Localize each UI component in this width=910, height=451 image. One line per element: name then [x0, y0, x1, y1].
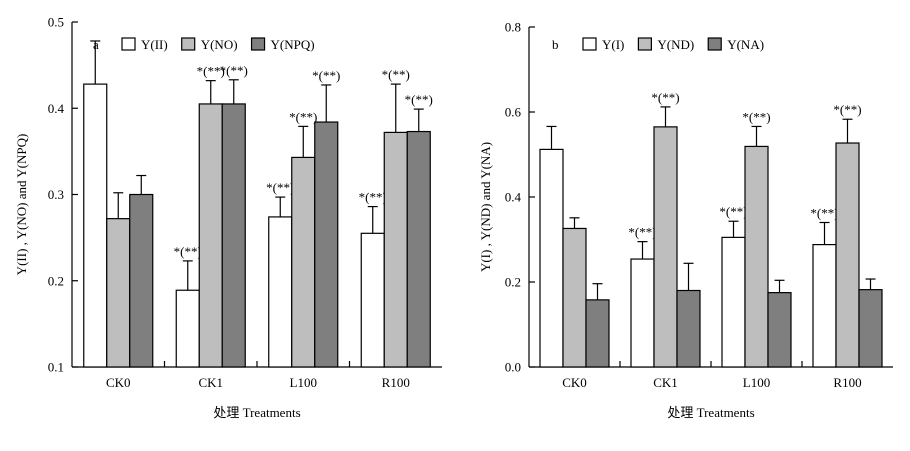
significance-label: *(**): [197, 64, 225, 79]
significance-label: *(**): [289, 109, 317, 124]
significance-label: *(**): [312, 68, 340, 83]
significance-label: *(**): [719, 204, 747, 219]
legend-label: Y(II): [141, 37, 168, 52]
legend-label: Y(ND): [657, 37, 694, 52]
legend-label: Y(NA): [727, 37, 764, 52]
x-tick-label: R100: [833, 375, 861, 390]
bar: [291, 156, 316, 368]
x-axis-title: 处理 Treatments: [667, 405, 754, 420]
legend: Y(II) Y(NO) Y(NPQ): [121, 37, 315, 52]
panel-b-chart: 0.0 0.2 0.4 0.6 0.8 CK0 CK1 L100 R100 *(**) *(**) *…: [478, 20, 893, 420]
y-tick-label: 0.3: [48, 187, 64, 202]
significance-label: *(**): [833, 102, 861, 117]
y-axis-title: Y(I) , Y(ND) and Y(NA): [478, 142, 493, 272]
y-tick-label: 0.2: [48, 273, 64, 288]
x-tick-label: CK1: [198, 375, 223, 390]
x-tick-label: CK1: [653, 375, 678, 390]
y-tick-label: 0.4: [48, 101, 65, 116]
significance-label: *(**): [405, 92, 433, 107]
significance-label: *(**): [628, 225, 656, 240]
bar: [360, 232, 385, 368]
bar: [744, 145, 769, 368]
y-tick-label: 0.8: [505, 20, 521, 35]
x-tick-label: L100: [290, 375, 317, 390]
y-tick-label: 0.4: [505, 190, 522, 205]
bar: [630, 258, 655, 368]
bar: [767, 292, 792, 368]
bar: [539, 148, 564, 368]
significance-label: *(**): [174, 244, 202, 259]
legend-label: Y(NO): [201, 37, 238, 52]
legend-label: Y(I): [602, 37, 624, 52]
y-axis-title: Y(II) , Y(NO) and Y(NPQ): [14, 134, 29, 276]
bar: [858, 289, 883, 368]
legend-swatch: [181, 37, 196, 51]
legend-swatch: [250, 37, 266, 51]
panel-label: b: [552, 37, 559, 52]
bar: [562, 227, 587, 368]
bar: [198, 103, 223, 368]
x-tick-label: L100: [743, 375, 770, 390]
bar: [129, 193, 154, 368]
bar: [835, 142, 860, 368]
bar: [653, 126, 678, 368]
x-tick-label: R100: [382, 375, 410, 390]
bar: [314, 121, 339, 368]
bar: [175, 289, 200, 368]
significance-label: *(**): [220, 63, 248, 78]
bar: [221, 103, 246, 368]
y-tick-label: 0.6: [505, 105, 522, 120]
significance-label: *(**): [266, 180, 294, 195]
bar: [676, 289, 701, 368]
significance-label: *(**): [742, 109, 770, 124]
x-tick-label: CK0: [562, 375, 587, 390]
y-tick-label: 0.1: [48, 360, 64, 375]
legend-swatch: [637, 37, 652, 51]
significance-label: *(**): [810, 206, 838, 221]
bar: [721, 236, 746, 368]
y-tick-label: 0.5: [48, 15, 64, 30]
y-tick-label: 0.0: [505, 360, 521, 375]
bar: [406, 130, 431, 368]
y-tick-label: 0.2: [505, 275, 521, 290]
bar: [268, 216, 293, 368]
significance-label: *(**): [359, 190, 387, 205]
bar: [812, 244, 837, 368]
significance-label: *(**): [651, 90, 679, 105]
bar: [383, 131, 408, 368]
bar: [83, 83, 108, 368]
significance-label: *(**): [382, 67, 410, 82]
legend-swatch: [707, 37, 722, 51]
panel-label: a: [93, 37, 99, 52]
legend-swatch: [582, 37, 597, 51]
bar: [585, 299, 610, 368]
legend-swatch: [121, 37, 136, 51]
legend: Y(I) Y(ND) Y(NA): [582, 37, 764, 52]
x-tick-label: CK0: [106, 375, 131, 390]
legend-label: Y(NPQ): [271, 37, 315, 52]
bar: [106, 218, 131, 368]
x-axis-title: 处理 Treatments: [213, 405, 300, 420]
